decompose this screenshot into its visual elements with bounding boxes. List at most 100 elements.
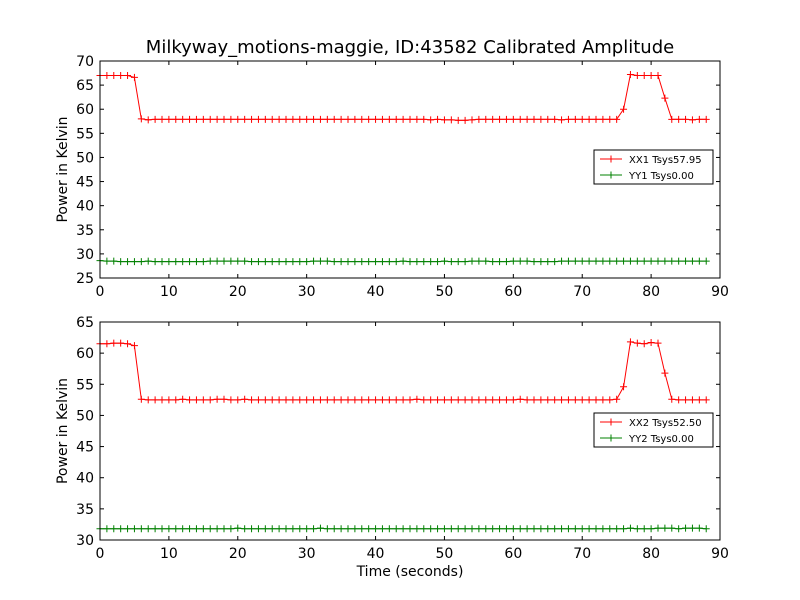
data-point — [668, 115, 676, 123]
data-point — [103, 71, 111, 79]
data-point — [254, 258, 262, 266]
x-tick-label: 40 — [367, 284, 385, 300]
data-point — [640, 525, 648, 533]
data-point — [606, 396, 614, 404]
data-point — [682, 257, 690, 265]
data-point — [434, 115, 442, 123]
data-point — [475, 525, 483, 533]
data-point — [310, 525, 318, 533]
data-point — [372, 396, 380, 404]
data-point — [316, 115, 324, 123]
data-point — [647, 257, 655, 265]
data-point — [199, 396, 207, 404]
data-point — [124, 258, 132, 266]
data-point — [599, 115, 607, 123]
legend-marker — [607, 418, 615, 426]
data-point — [337, 115, 345, 123]
data-point — [151, 258, 159, 266]
legend-label: XX2 Tsys52.50 — [629, 418, 702, 429]
data-point — [323, 257, 331, 265]
data-point — [440, 257, 448, 265]
data-point — [151, 396, 159, 404]
data-point — [289, 115, 297, 123]
data-point — [110, 525, 118, 533]
x-tick-label: 0 — [96, 546, 105, 562]
data-point — [509, 257, 517, 265]
y-tick-label: 45 — [76, 175, 94, 191]
data-point — [475, 257, 483, 265]
data-point — [530, 525, 538, 533]
bottom-panel: 0 10 20 30 40 50 60 70 80 90 30 35 40 45 50 55 60 65 Power… — [55, 315, 729, 562]
data-point — [330, 258, 338, 266]
data-point — [172, 115, 180, 123]
data-point — [392, 115, 400, 123]
data-point — [427, 396, 435, 404]
data-point — [509, 525, 517, 533]
data-point — [502, 258, 510, 266]
data-point — [151, 115, 159, 123]
data-point — [358, 525, 366, 533]
data-point — [516, 115, 524, 123]
data-point — [151, 525, 159, 533]
data-point — [413, 395, 421, 403]
data-point — [640, 71, 648, 79]
y-tick-label: 35 — [76, 502, 94, 518]
data-point — [378, 258, 386, 266]
data-point — [654, 71, 662, 79]
data-point — [378, 396, 386, 404]
data-point — [661, 524, 669, 532]
data-point — [516, 257, 524, 265]
data-point — [330, 115, 338, 123]
x-tick-label: 60 — [504, 284, 522, 300]
data-point — [241, 115, 249, 123]
data-point — [647, 71, 655, 79]
x-tick-label: 90 — [711, 284, 729, 300]
data-point — [695, 396, 703, 404]
data-point — [558, 257, 566, 265]
data-point — [213, 395, 221, 403]
data-point — [358, 396, 366, 404]
x-tick-label: 30 — [298, 546, 316, 562]
data-point — [675, 257, 683, 265]
data-point — [248, 258, 256, 266]
axes-frame — [99, 60, 721, 279]
data-point — [537, 258, 545, 266]
y-tick-label: 65 — [76, 78, 94, 94]
data-point — [399, 257, 407, 265]
data-point — [261, 115, 269, 123]
data-point — [675, 525, 683, 533]
data-point — [413, 525, 421, 533]
data-point — [268, 115, 276, 123]
data-point — [475, 115, 483, 123]
data-point — [344, 525, 352, 533]
data-point — [668, 395, 676, 403]
data-point — [482, 257, 490, 265]
x-tick-label: 10 — [160, 284, 178, 300]
data-point — [558, 525, 566, 533]
data-point — [179, 395, 187, 403]
data-point — [248, 115, 256, 123]
x-tick-label: 20 — [229, 284, 247, 300]
data-point — [192, 396, 200, 404]
data-point — [316, 524, 324, 532]
data-point — [496, 115, 504, 123]
data-point — [289, 396, 297, 404]
data-point — [509, 115, 517, 123]
data-point — [661, 257, 669, 265]
data-point — [544, 396, 552, 404]
data-point — [564, 396, 572, 404]
data-point — [682, 396, 690, 404]
data-point — [296, 525, 304, 533]
data-point — [275, 396, 283, 404]
data-point — [337, 396, 345, 404]
data-point — [227, 257, 235, 265]
data-point — [626, 71, 634, 79]
data-point — [234, 524, 242, 532]
data-point — [454, 258, 462, 266]
data-point — [220, 525, 228, 533]
data-point — [523, 525, 531, 533]
data-point — [103, 525, 111, 533]
x-tick-label: 80 — [642, 284, 660, 300]
data-point — [130, 342, 138, 350]
data-point — [220, 115, 228, 123]
